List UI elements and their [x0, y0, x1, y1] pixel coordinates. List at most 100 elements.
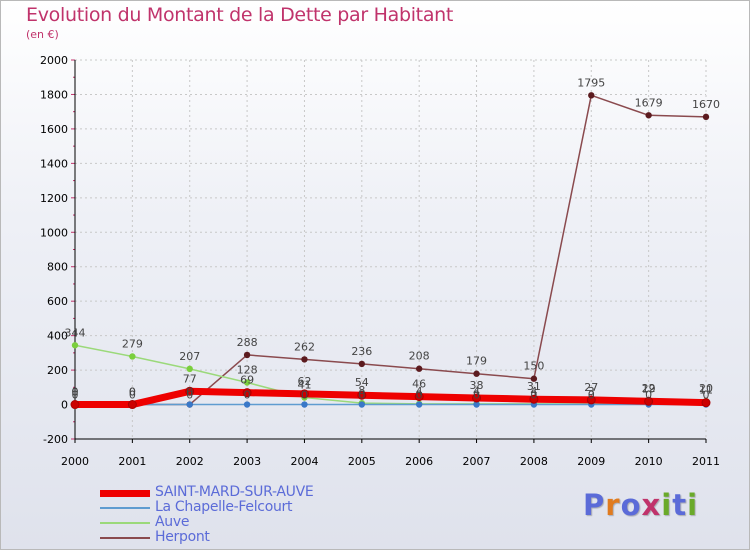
data-point — [472, 393, 482, 403]
data-label: 279 — [122, 337, 143, 350]
data-point — [243, 351, 251, 359]
y-tick-label: 1000 — [40, 226, 68, 239]
data-label: 0 — [244, 389, 251, 402]
y-tick-label: 400 — [47, 330, 68, 343]
data-label: 179 — [466, 355, 487, 368]
data-label: 0 — [358, 389, 365, 402]
x-tick-label: 2008 — [520, 455, 548, 468]
data-point — [243, 379, 251, 386]
data-label: 208 — [409, 350, 430, 363]
data-label: 0 — [129, 386, 136, 399]
x-tick-label: 2005 — [348, 455, 376, 468]
data-point — [701, 398, 711, 408]
x-tick-label: 2010 — [635, 455, 663, 468]
data-label: 41 — [297, 378, 311, 391]
data-point — [299, 389, 309, 399]
data-point — [529, 394, 539, 404]
legend-label: SAINT-MARD-SUR-AUVE — [155, 484, 314, 500]
data-label: 0 — [72, 386, 79, 399]
legend-swatch — [100, 489, 150, 497]
data-label: 236 — [351, 345, 372, 358]
data-label: 4 — [416, 385, 423, 398]
x-tick-label: 2000 — [61, 455, 89, 468]
data-label: 0 — [72, 386, 79, 399]
y-tick-label: 800 — [47, 261, 68, 274]
x-tick-label: 2006 — [405, 455, 433, 468]
data-label: 8 — [358, 384, 365, 397]
y-tick-label: 200 — [47, 364, 68, 377]
legend-swatch — [100, 507, 150, 509]
data-label: 1670 — [692, 98, 720, 111]
x-tick-label: 2011 — [692, 455, 720, 468]
data-point — [645, 112, 652, 119]
chart-unit-label: (en €) — [26, 28, 59, 41]
data-label: 4 — [473, 385, 480, 398]
data-label: 0 — [645, 389, 652, 402]
y-tick-label: -200 — [43, 433, 68, 446]
series-line-3 — [75, 94, 707, 406]
data-point — [473, 370, 480, 377]
data-point — [301, 401, 308, 408]
data-label: 46 — [412, 378, 426, 391]
data-point — [530, 375, 538, 382]
proxiti-logo: Proxiti — [583, 488, 699, 522]
legend-swatch — [100, 537, 150, 539]
data-label: 128 — [237, 363, 258, 376]
data-point — [129, 353, 136, 360]
y-tick-label: 2000 — [40, 54, 68, 67]
data-label: 0 — [129, 389, 136, 402]
data-point — [358, 360, 366, 368]
data-point — [127, 400, 137, 410]
data-label: 0 — [186, 389, 193, 402]
legend-swatch — [100, 522, 150, 524]
x-tick-label: 2009 — [577, 455, 605, 468]
x-tick-label: 2001 — [118, 455, 146, 468]
data-label: 31 — [527, 380, 541, 393]
data-point — [71, 342, 79, 349]
data-label: 38 — [470, 379, 484, 392]
x-tick-label: 2004 — [290, 455, 318, 468]
data-point — [186, 365, 193, 373]
data-point — [414, 392, 424, 402]
data-label: 0 — [703, 389, 710, 402]
data-label: 150 — [523, 360, 544, 373]
data-point — [301, 356, 308, 363]
data-label: 4 — [530, 385, 537, 398]
x-tick-label: 2007 — [463, 455, 491, 468]
data-label: 1795 — [577, 76, 605, 89]
data-label: 1679 — [635, 96, 663, 109]
data-point — [185, 386, 195, 396]
data-point — [644, 396, 654, 406]
y-tick-label: 1800 — [40, 88, 68, 101]
y-tick-label: 1600 — [40, 123, 68, 136]
data-point — [586, 395, 596, 405]
data-label: 0 — [186, 386, 193, 399]
data-label: 207 — [179, 350, 200, 363]
data-label: 0 — [129, 386, 136, 399]
x-tick-label: 2003 — [233, 455, 261, 468]
data-point — [357, 390, 367, 400]
series-line-0 — [75, 387, 707, 409]
data-label: 0 — [301, 389, 308, 402]
data-label: 0 — [473, 389, 480, 402]
chart-title: Evolution du Montant de la Dette par Hab… — [26, 4, 454, 26]
data-label: 62 — [297, 375, 311, 388]
data-label: 19 — [642, 382, 656, 395]
data-point — [70, 400, 80, 410]
y-tick-label: 1200 — [40, 192, 68, 205]
data-point — [415, 365, 423, 372]
data-point — [415, 401, 423, 408]
data-label: 77 — [183, 372, 197, 385]
data-label: 27 — [584, 381, 598, 394]
data-label: 262 — [294, 340, 315, 353]
data-label: 3 — [588, 385, 595, 398]
data-label: 11 — [699, 384, 713, 397]
data-label: 20 — [699, 382, 713, 395]
data-label: 0 — [588, 389, 595, 402]
data-point — [243, 401, 251, 408]
data-label: 288 — [237, 336, 258, 349]
data-label: 344 — [65, 326, 86, 339]
y-tick-label: 600 — [47, 295, 68, 308]
